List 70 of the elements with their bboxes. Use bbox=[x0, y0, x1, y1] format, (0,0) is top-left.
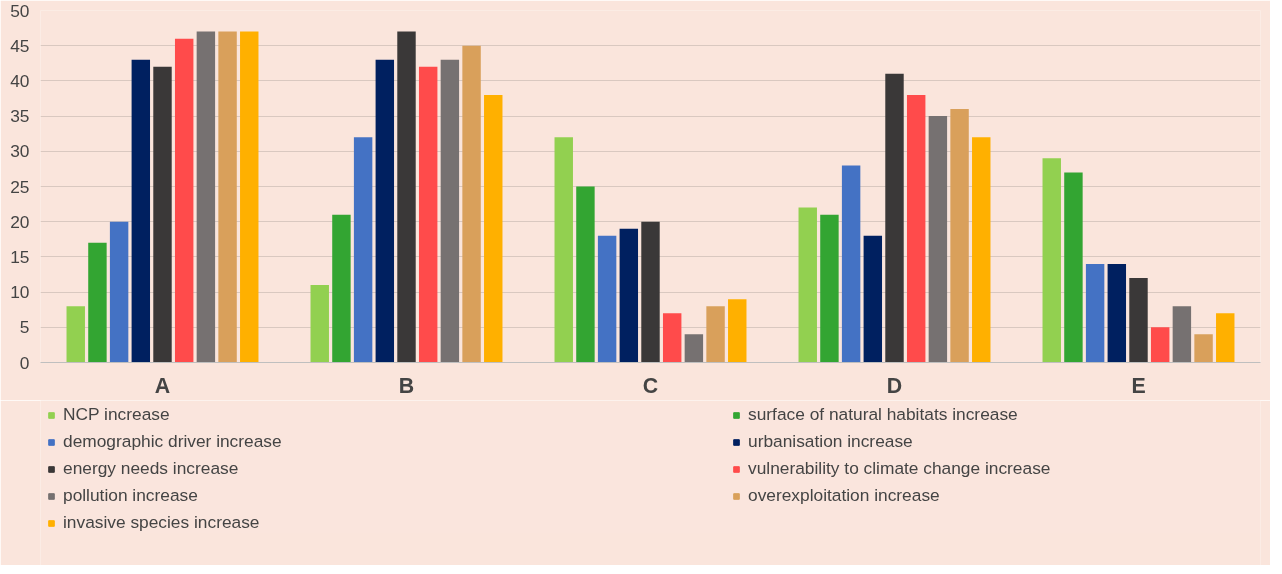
y-tick-label: 50 bbox=[10, 0, 30, 21]
y-tick-label: 25 bbox=[10, 176, 30, 197]
bar bbox=[397, 31, 416, 363]
bar bbox=[662, 313, 682, 363]
bar bbox=[218, 31, 237, 363]
bar bbox=[1194, 334, 1213, 363]
y-tick-label: 35 bbox=[10, 106, 30, 127]
y-tick-label: 0 bbox=[19, 352, 30, 373]
bar bbox=[906, 94, 926, 363]
bar bbox=[1216, 313, 1235, 363]
bar bbox=[576, 186, 595, 363]
bar bbox=[728, 299, 747, 363]
x-tick-label: E bbox=[1131, 373, 1146, 398]
bar bbox=[153, 66, 172, 363]
bar bbox=[418, 66, 438, 363]
bar bbox=[619, 228, 639, 363]
bar bbox=[174, 38, 194, 363]
bar bbox=[240, 31, 259, 363]
bar bbox=[885, 73, 904, 363]
bar bbox=[641, 221, 660, 363]
bar bbox=[332, 214, 351, 363]
x-tick-label: B bbox=[398, 373, 415, 398]
bar bbox=[484, 94, 503, 363]
bar bbox=[88, 242, 107, 363]
bar bbox=[950, 109, 969, 363]
bar bbox=[109, 221, 129, 363]
y-tick-label: 15 bbox=[10, 246, 30, 267]
legend-label: energy needs increase bbox=[63, 458, 240, 479]
y-tick-label: 45 bbox=[10, 35, 30, 56]
y-tick-label: 20 bbox=[10, 211, 30, 232]
bar bbox=[1042, 158, 1061, 363]
y-tick-label: 10 bbox=[10, 282, 30, 303]
legend-label: surface of natural habitats increase bbox=[748, 404, 1019, 425]
y-tick-label: 40 bbox=[10, 70, 30, 91]
bar bbox=[1085, 263, 1105, 363]
bar bbox=[66, 306, 85, 363]
bar bbox=[597, 235, 617, 363]
bar bbox=[841, 165, 861, 363]
bar bbox=[798, 207, 817, 363]
bar bbox=[1129, 278, 1148, 363]
bar bbox=[310, 285, 329, 363]
x-tick-label: A bbox=[154, 373, 171, 398]
legend-label: invasive species increase bbox=[63, 512, 261, 533]
bar bbox=[972, 137, 991, 363]
legend-label: vulnerability to climate change increase bbox=[748, 458, 1052, 479]
bar bbox=[375, 59, 395, 363]
y-tick-label: 5 bbox=[19, 317, 30, 338]
bar bbox=[1172, 306, 1192, 363]
legend-label: urbanisation increase bbox=[748, 431, 914, 452]
bar bbox=[353, 137, 373, 363]
bar bbox=[706, 306, 725, 363]
bar bbox=[1107, 263, 1127, 363]
bar bbox=[554, 137, 573, 363]
legend-label: overexploitation increase bbox=[748, 485, 941, 506]
bar bbox=[684, 334, 704, 363]
legend-label: pollution increase bbox=[63, 485, 199, 506]
bar bbox=[1150, 327, 1170, 363]
y-tick-label: 30 bbox=[10, 141, 30, 162]
legend-label: demographic driver increase bbox=[63, 431, 283, 452]
bar bbox=[440, 59, 460, 363]
x-tick-label: D bbox=[886, 373, 903, 398]
bar bbox=[1064, 172, 1083, 363]
x-tick-label: C bbox=[642, 373, 659, 398]
bar bbox=[928, 116, 948, 363]
bar bbox=[863, 235, 883, 363]
bar bbox=[820, 214, 839, 363]
bar bbox=[196, 31, 216, 363]
legend-label: NCP increase bbox=[63, 404, 171, 425]
bar bbox=[462, 45, 481, 363]
bar bbox=[131, 59, 151, 363]
